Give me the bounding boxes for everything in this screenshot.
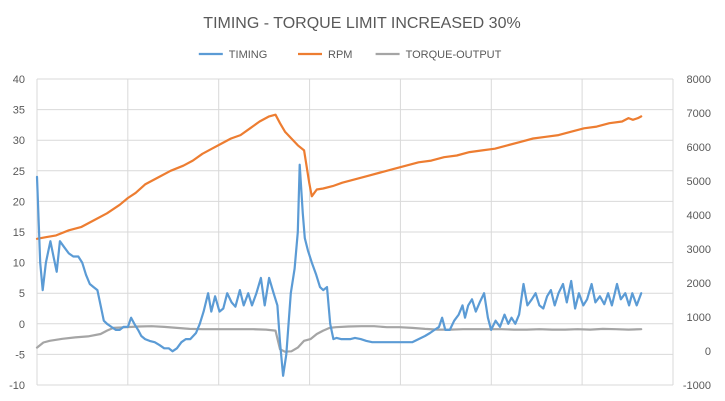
chart-title: TIMING - TORQUE LIMIT INCREASED 30% <box>203 15 520 32</box>
right-axis: -1000 0 1000 2000 3000 4000 5000 6000 7000 8000 <box>683 74 711 392</box>
left-axis-tick-label: 15 <box>13 227 25 239</box>
legend-label-rpm: RPM <box>328 49 352 61</box>
left-axis-tick-label: 25 <box>13 166 25 178</box>
right-axis-tick-label: 1000 <box>687 312 711 324</box>
left-axis: -10 -5 0 5 10 15 20 25 30 35 40 <box>9 74 25 392</box>
left-axis-tick-label: 40 <box>13 74 25 86</box>
left-axis-tick-label: 0 <box>19 319 25 331</box>
left-axis-tick-label: 30 <box>13 135 25 147</box>
legend-label-timing: TIMING <box>229 49 267 61</box>
right-axis-tick-label: 2000 <box>687 278 711 290</box>
series-layer <box>35 113 643 377</box>
right-axis-tick-label: -1000 <box>683 380 711 392</box>
right-axis-tick-label: 7000 <box>687 108 711 120</box>
left-axis-tick-label: -10 <box>9 380 25 392</box>
legend-label-torque-output: TORQUE-OUTPUT <box>406 49 502 61</box>
left-axis-tick-label: 5 <box>19 288 25 300</box>
left-axis-tick-label: 10 <box>13 258 25 270</box>
right-axis-tick-label: 6000 <box>687 142 711 154</box>
gridlines <box>36 78 674 386</box>
left-axis-tick-label: -5 <box>15 349 25 361</box>
right-axis-tick-label: 4000 <box>687 210 711 222</box>
right-axis-tick-label: 8000 <box>687 74 711 86</box>
right-axis-tick-label: 0 <box>705 346 711 358</box>
left-axis-tick-label: 35 <box>13 105 25 117</box>
left-axis-tick-label: 20 <box>13 196 25 208</box>
right-axis-tick-label: 3000 <box>687 244 711 256</box>
legend: TIMING RPM TORQUE-OUTPUT <box>198 49 502 61</box>
series-line-timing <box>35 163 643 377</box>
series-line-rpm <box>35 113 643 240</box>
right-axis-tick-label: 5000 <box>687 176 711 188</box>
